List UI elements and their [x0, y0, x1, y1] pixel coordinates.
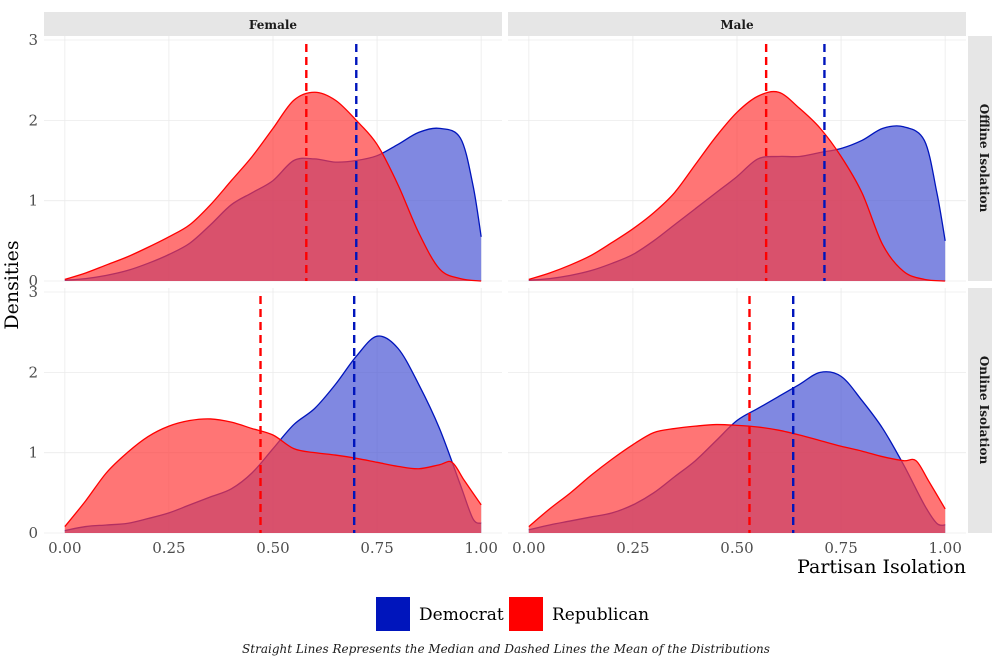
- legend-label-democrat: Democrat: [419, 605, 504, 625]
- x-tick-label: 0.75: [824, 539, 857, 557]
- x-tick-label: 0.75: [360, 539, 393, 557]
- strip-label-female: Female: [249, 18, 298, 32]
- y-tick-label: 1: [28, 444, 38, 462]
- republican-density-line: [64, 418, 482, 527]
- y-tick-label: 0: [28, 272, 38, 290]
- x-tick-label: 0.50: [720, 539, 753, 557]
- legend-key-democrat: [376, 597, 410, 631]
- republican-density-area: [528, 91, 946, 281]
- x-tick-label: 0.00: [48, 539, 81, 557]
- strip-male-bg: [508, 12, 966, 36]
- y-tick-label: 2: [28, 363, 38, 381]
- y-axis-title: Densities: [1, 240, 23, 329]
- x-tick-label: 1.00: [928, 539, 961, 557]
- strip-offline-bg: [968, 36, 992, 281]
- x-tick-label: 0.50: [256, 539, 289, 557]
- x-axis-title: Partisan Isolation: [797, 556, 966, 578]
- x-tick-label: 0.00: [512, 539, 545, 557]
- republican-density-area: [528, 424, 946, 533]
- y-tick-label: 1: [28, 192, 38, 210]
- panel-male-online-isolation: [508, 288, 966, 534]
- y-tick-label: 3: [28, 283, 38, 301]
- y-tick-label: 3: [28, 31, 38, 49]
- republican-density-line: [528, 423, 946, 528]
- republican-density-area: [64, 418, 482, 533]
- x-tick-label: 0.25: [616, 539, 649, 557]
- y-tick-label: 2: [28, 111, 38, 129]
- legend-key-republican: [509, 597, 543, 631]
- facet-strips: Female Male Offline Isolation Online Iso…: [44, 12, 992, 533]
- republican-density-line: [64, 91, 482, 282]
- strip-label-online: Online Isolation: [977, 356, 991, 465]
- x-tick-label: 1.00: [464, 539, 497, 557]
- legend-label-republican: Republican: [552, 605, 649, 625]
- x-axis-ticks: 0.00 0.25 0.50 0.75 1.00 0.00 0.25 0.50 0.75 1.00: [48, 539, 962, 557]
- strip-female-bg: [44, 12, 502, 36]
- y-tick-label: 0: [28, 524, 38, 542]
- strip-online-bg: [968, 288, 992, 533]
- republican-density-area: [64, 92, 482, 281]
- density-panels: [44, 36, 966, 534]
- panel-male-offline-isolation: [508, 36, 966, 282]
- legend: Democrat Republican: [376, 597, 649, 631]
- panel-female-offline-isolation: [44, 36, 502, 282]
- strip-label-male: Male: [720, 18, 754, 32]
- strip-label-offline: Offline Isolation: [977, 104, 991, 213]
- x-tick-label: 0.25: [152, 539, 185, 557]
- republican-density-line: [528, 90, 946, 282]
- chart-caption: Straight Lines Represents the Median and…: [242, 642, 770, 656]
- panel-female-online-isolation: [44, 288, 502, 534]
